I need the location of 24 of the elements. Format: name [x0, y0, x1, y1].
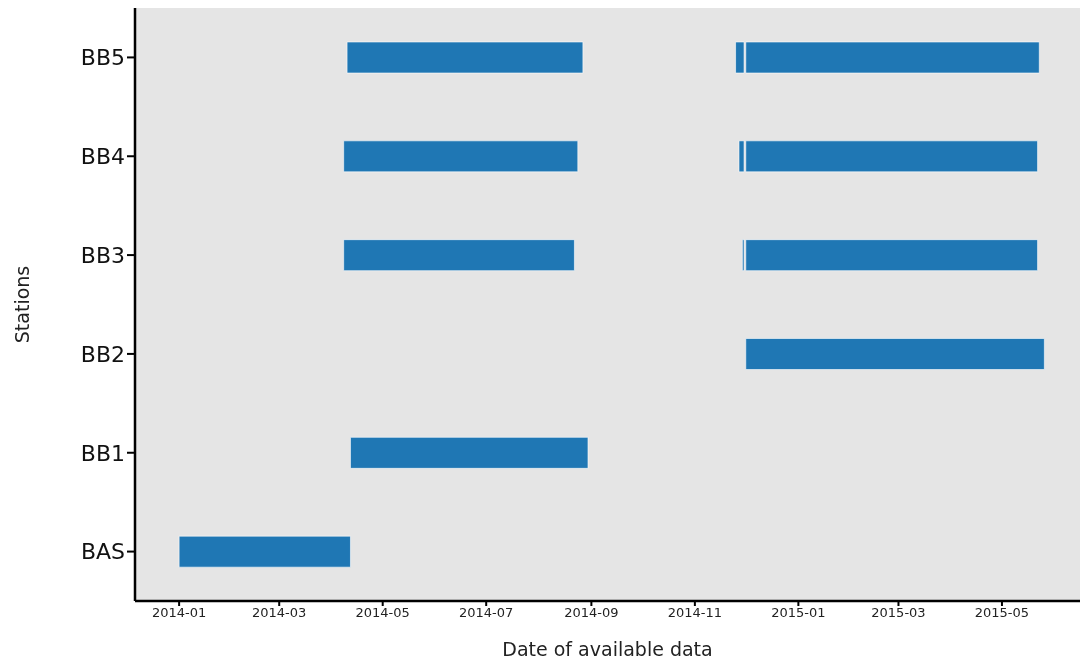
x-tick-label: 2014-03 — [252, 605, 307, 621]
x-tick-label: 2015-05 — [974, 605, 1030, 621]
y-axis-title: Stations — [10, 265, 33, 344]
y-tick-label: BB1 — [80, 440, 125, 466]
bar — [178, 535, 351, 568]
bar — [346, 41, 584, 74]
bar — [745, 239, 1038, 271]
x-axis-title: Date of available data — [502, 638, 713, 658]
y-tick-label: BB4 — [80, 144, 125, 170]
y-tick-label: BAS — [80, 539, 125, 565]
bar — [343, 239, 575, 271]
x-tick-label: 2014-05 — [355, 605, 410, 621]
bar — [350, 437, 589, 469]
y-tick-label: BB5 — [80, 45, 125, 71]
y-tick-label: BB3 — [80, 242, 125, 268]
y-tick-label: BB2 — [80, 341, 125, 367]
x-tick-label: 2014-09 — [564, 605, 619, 621]
bar — [745, 338, 1045, 370]
x-tick-label: 2014-07 — [459, 605, 514, 621]
bar — [343, 140, 579, 173]
x-tick-label: 2014-11 — [667, 605, 723, 621]
x-tick-label: 2015-03 — [871, 605, 926, 621]
x-tick-label: 2015-01 — [771, 605, 826, 621]
x-tick-label: 2014-01 — [151, 605, 207, 621]
